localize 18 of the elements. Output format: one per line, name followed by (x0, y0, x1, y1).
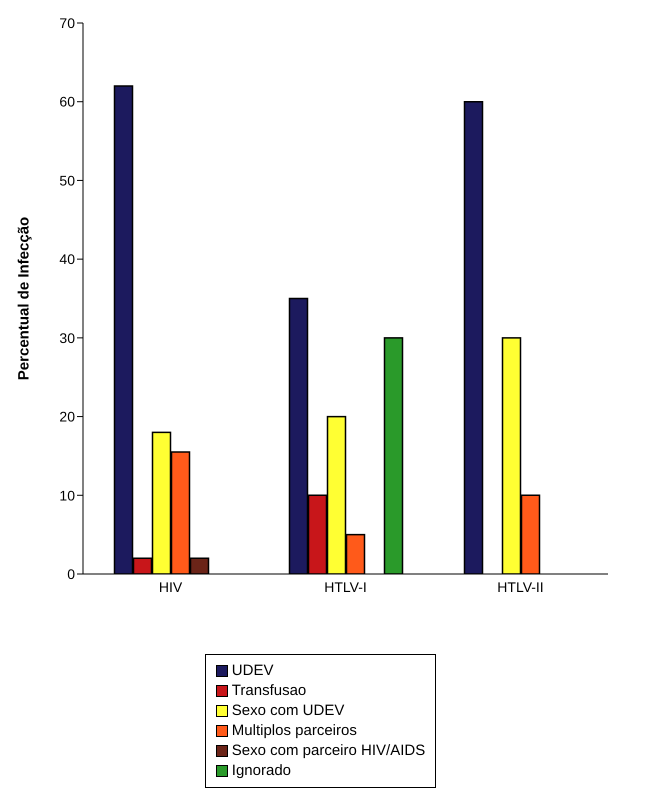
legend-label: Sexo com parceiro HIV/AIDS (232, 741, 426, 761)
y-tick-label: 10 (59, 487, 76, 504)
y-axis-title: Percentual de Infecção (15, 216, 32, 380)
legend-label: Transfusao (232, 681, 306, 701)
legend-label: Ignorado (232, 761, 292, 781)
legend-label: UDEV (232, 661, 274, 681)
y-tick-label: 60 (59, 94, 76, 110)
x-tick-label: HTLV-II (497, 578, 544, 595)
y-tick-label: 50 (59, 172, 76, 188)
y-tick-label: 0 (67, 566, 76, 582)
x-tick-label: HIV (158, 578, 183, 595)
y-tick-label: 20 (59, 408, 76, 425)
x-tick-label: HTLV-I (324, 578, 367, 595)
legend-label: Sexo com UDEV (232, 701, 344, 721)
y-tick-label: 70 (59, 14, 76, 31)
y-tick-label: 40 (59, 251, 76, 268)
y-tick-label: 30 (59, 330, 76, 346)
legend-label: Multiplos parceiros (232, 721, 357, 741)
